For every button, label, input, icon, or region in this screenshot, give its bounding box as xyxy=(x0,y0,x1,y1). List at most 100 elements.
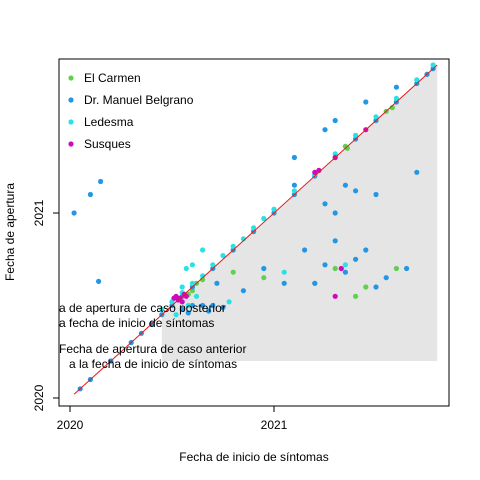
data-point-susques xyxy=(332,293,338,299)
data-point-ledesma xyxy=(185,302,191,309)
data-point-el-carmen xyxy=(230,269,236,275)
data-point-dr-manuel-belgrano xyxy=(322,201,328,207)
data-point-ledesma xyxy=(430,62,436,68)
legend-label-dr-manuel-belgrano: Dr. Manuel Belgrano xyxy=(84,93,194,107)
data-point-dr-manuel-belgrano xyxy=(322,127,328,133)
data-point-dr-manuel-belgrano xyxy=(71,210,77,216)
y-axis: 2020 2021 xyxy=(32,199,60,411)
data-point-dr-manuel-belgrano xyxy=(189,302,195,309)
data-point-ledesma xyxy=(220,253,226,259)
data-point-dr-manuel-belgrano xyxy=(393,84,399,90)
data-point-dr-manuel-belgrano xyxy=(342,182,348,188)
data-point-el-carmen xyxy=(189,288,195,294)
data-point-dr-manuel-belgrano xyxy=(322,262,328,268)
data-point-susques xyxy=(312,169,318,175)
data-point-dr-manuel-belgrano xyxy=(96,278,102,284)
points-layer xyxy=(71,62,436,392)
legend-label-susques: Susques xyxy=(84,137,131,151)
x-tick-label: 2021 xyxy=(261,418,288,432)
data-point-dr-manuel-belgrano xyxy=(281,280,287,286)
legend-label-ledesma: Ledesma xyxy=(84,115,134,129)
annotation-text: a de apertura de caso posterior xyxy=(59,301,226,315)
data-point-dr-manuel-belgrano xyxy=(312,280,318,286)
data-point-ledesma xyxy=(189,262,195,268)
data-point-ledesma xyxy=(230,243,236,249)
legend-marker-susques xyxy=(68,141,74,147)
data-point-dr-manuel-belgrano xyxy=(291,182,297,188)
y-axis-label: Fecha de apertura xyxy=(3,183,17,281)
identity-line xyxy=(73,64,438,395)
data-point-dr-manuel-belgrano xyxy=(363,247,369,253)
data-point-ledesma xyxy=(210,262,216,268)
data-point-susques xyxy=(179,299,185,305)
data-point-dr-manuel-belgrano xyxy=(332,238,338,244)
x-tick-label: 2020 xyxy=(57,418,84,432)
data-point-ledesma xyxy=(261,215,267,222)
data-point-dr-manuel-belgrano xyxy=(383,275,389,281)
y-tick-label: 2021 xyxy=(32,199,46,226)
data-point-dr-manuel-belgrano xyxy=(414,169,420,175)
data-point-el-carmen xyxy=(332,265,338,272)
data-point-ledesma xyxy=(393,95,399,101)
x-axis-label: Fecha de inicio de síntomas xyxy=(179,450,328,464)
data-point-ledesma xyxy=(159,306,165,312)
data-point-dr-manuel-belgrano xyxy=(87,191,93,198)
identity-line-layer xyxy=(73,64,438,395)
data-point-dr-manuel-belgrano xyxy=(353,256,359,262)
data-point-ledesma xyxy=(189,280,195,286)
data-point-dr-manuel-belgrano xyxy=(363,99,369,105)
data-point-ledesma xyxy=(271,206,277,212)
data-point-ledesma xyxy=(183,265,189,272)
data-point-ledesma xyxy=(193,293,200,299)
x-axis: 2020 2021 xyxy=(57,405,288,432)
data-point-ledesma xyxy=(373,114,379,120)
data-point-ledesma xyxy=(173,312,179,318)
annotation-text: Fecha de apertura de caso anterior xyxy=(59,342,246,356)
data-point-dr-manuel-belgrano xyxy=(220,304,226,310)
annotation-text: a la fecha de inicio de síntomas xyxy=(69,357,237,371)
data-point-dr-manuel-belgrano xyxy=(185,310,191,316)
data-point-dr-manuel-belgrano xyxy=(302,247,308,253)
legend-marker-el-carmen xyxy=(68,75,74,81)
data-point-el-carmen xyxy=(261,275,267,281)
data-point-dr-manuel-belgrano xyxy=(342,269,348,275)
data-point-el-carmen xyxy=(363,284,369,290)
data-point-susques xyxy=(338,265,344,272)
data-point-el-carmen xyxy=(393,265,399,272)
data-point-ledesma xyxy=(179,284,185,290)
legend-label-el-carmen: El Carmen xyxy=(84,71,141,85)
legend-marker-ledesma xyxy=(68,119,74,125)
data-point-susques xyxy=(171,295,177,301)
data-point-ledesma xyxy=(291,188,297,194)
y-tick-label: 2020 xyxy=(32,384,46,411)
data-point-ledesma xyxy=(414,77,420,83)
legend-marker-dr-manuel-belgrano xyxy=(68,97,74,103)
annotation-text: a fecha de inicio de síntomas xyxy=(59,316,214,330)
data-point-dr-manuel-belgrano xyxy=(404,265,410,272)
data-point-dr-manuel-belgrano xyxy=(210,302,216,309)
legend: El Carmen Dr. Manuel Belgrano Ledesma Susqu… xyxy=(68,71,194,151)
data-point-dr-manuel-belgrano xyxy=(179,306,185,312)
data-point-ledesma xyxy=(281,269,287,275)
data-point-ledesma xyxy=(200,247,206,253)
data-point-ledesma xyxy=(353,132,359,138)
data-point-dr-manuel-belgrano xyxy=(214,280,220,286)
data-point-dr-manuel-belgrano xyxy=(332,210,338,216)
data-point-dr-manuel-belgrano xyxy=(200,302,206,309)
data-point-dr-manuel-belgrano xyxy=(332,117,338,124)
data-point-ledesma xyxy=(332,151,338,157)
data-point-ledesma xyxy=(251,225,257,231)
data-point-dr-manuel-belgrano xyxy=(373,191,379,198)
data-point-dr-manuel-belgrano xyxy=(353,188,359,194)
data-point-dr-manuel-belgrano xyxy=(240,288,246,294)
data-point-dr-manuel-belgrano xyxy=(206,308,212,314)
data-point-ledesma xyxy=(342,262,348,268)
data-point-el-carmen xyxy=(353,293,359,299)
data-point-dr-manuel-belgrano xyxy=(373,284,379,290)
data-point-dr-manuel-belgrano xyxy=(98,178,104,185)
data-point-dr-manuel-belgrano xyxy=(261,265,267,272)
data-point-dr-manuel-belgrano xyxy=(291,154,297,161)
data-point-susques xyxy=(183,293,189,299)
